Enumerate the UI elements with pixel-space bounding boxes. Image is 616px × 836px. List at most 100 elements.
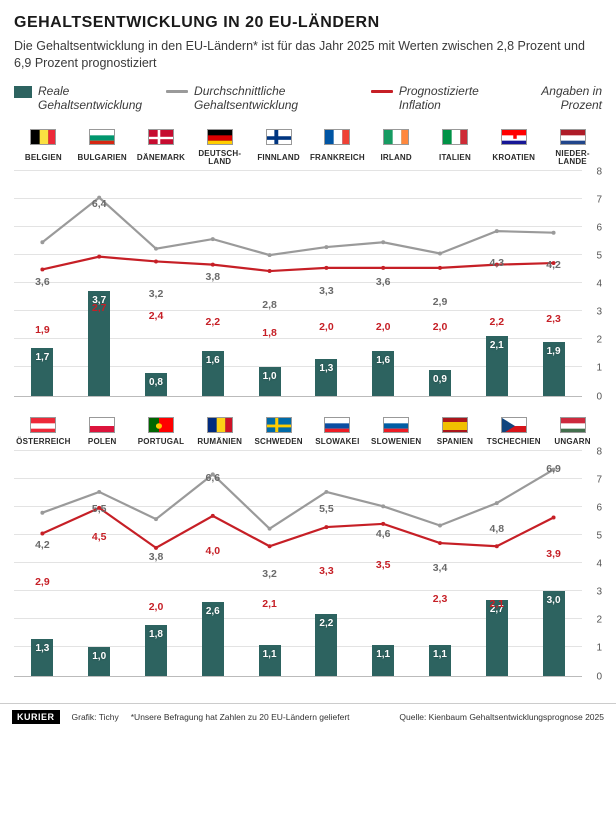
flag-at xyxy=(14,415,73,435)
country-label: BULGARIEN xyxy=(73,150,132,166)
legend-inflation-swatch xyxy=(371,90,393,93)
bar: 1,9 xyxy=(543,342,565,395)
country-label: SPANIEN xyxy=(426,438,485,446)
data-point-label: 3,9 xyxy=(546,548,561,560)
data-point-label: 2,9 xyxy=(433,296,448,308)
bar: 1,0 xyxy=(259,367,281,395)
y-tick: 8 xyxy=(596,166,602,177)
bar: 2,1 xyxy=(486,336,508,395)
y-tick: 5 xyxy=(596,530,602,541)
flag-pl xyxy=(73,415,132,435)
data-point-label: 4,5 xyxy=(92,531,107,543)
data-point-label: 4,3 xyxy=(489,257,504,269)
country-label: ITALIEN xyxy=(426,150,485,166)
footer-credit: Grafik: Tichy xyxy=(72,712,119,722)
data-point-label: 3,5 xyxy=(376,559,391,571)
chart-title: GEHALTSENTWICKLUNG IN 20 EU-LÄNDERN xyxy=(14,14,602,32)
data-point-label: 3,8 xyxy=(205,271,220,283)
footer-source: Quelle: Kienbaum Gehaltsentwicklungsprog… xyxy=(399,712,604,722)
flag-be xyxy=(14,127,73,147)
data-point-label: 2,9 xyxy=(35,576,50,588)
flag-se xyxy=(249,415,308,435)
data-point-label: 3,4 xyxy=(433,562,448,574)
country-label: DÄNEMARK xyxy=(132,150,191,166)
flag-fi xyxy=(249,127,308,147)
country-label: BELGIEN xyxy=(14,150,73,166)
bar: 1,0 xyxy=(88,647,110,675)
country-label: NIEDER-LANDE xyxy=(543,150,602,166)
data-point-label: 4,2 xyxy=(546,259,561,271)
y-tick: 0 xyxy=(596,671,602,682)
country-label: SLOWAKEI xyxy=(308,438,367,446)
y-tick: 2 xyxy=(596,335,602,346)
y-tick: 2 xyxy=(596,615,602,626)
flag-hu xyxy=(543,415,602,435)
data-point-label: 5,5 xyxy=(92,503,107,515)
data-point-label: 3,3 xyxy=(319,285,334,297)
country-label: FRANKREICH xyxy=(308,150,367,166)
y-tick: 1 xyxy=(596,363,602,374)
data-point-label: 6,6 xyxy=(205,472,220,484)
bar: 1,6 xyxy=(202,351,224,396)
data-point-label: 3,3 xyxy=(319,565,334,577)
country-label: SCHWEDEN xyxy=(249,438,308,446)
bar: 1,8 xyxy=(145,625,167,676)
data-point-label: 1,9 xyxy=(35,324,50,336)
bar: 1,1 xyxy=(372,645,394,676)
country-label: IRLAND xyxy=(367,150,426,166)
legend-inflation: Prognostizierte Inflation xyxy=(371,84,497,113)
country-label: POLEN xyxy=(73,438,132,446)
y-tick: 4 xyxy=(596,279,602,290)
country-label: RUMÄNIEN xyxy=(190,438,249,446)
legend-note: Angaben in Prozent xyxy=(515,84,602,113)
flag-nl xyxy=(543,127,602,147)
legend-bar-label: Reale Gehaltsentwicklung xyxy=(38,84,148,113)
data-point-label: 3,2 xyxy=(262,568,277,580)
y-tick: 0 xyxy=(596,391,602,402)
flag-es xyxy=(426,415,485,435)
data-point-label: 2,4 xyxy=(149,310,164,322)
chart-container: GEHALTSENTWICKLUNG IN 20 EU-LÄNDERN Die … xyxy=(0,0,616,703)
legend-avg-swatch xyxy=(166,90,188,93)
data-point-label: 6,9 xyxy=(546,463,561,475)
flag-cz xyxy=(484,415,543,435)
data-point-label: 3,6 xyxy=(35,276,50,288)
bar: 1,3 xyxy=(31,639,53,676)
legend-bar-swatch xyxy=(14,86,32,98)
bar: 2,7 xyxy=(486,600,508,676)
flag-de xyxy=(190,127,249,147)
country-label: DEUTSCH-LAND xyxy=(190,150,249,166)
flag-pt xyxy=(132,415,191,435)
data-point-label: 2,0 xyxy=(433,321,448,333)
bar: 1,6 xyxy=(372,351,394,396)
footer-note: *Unsere Befragung hat Zahlen zu 20 EU-Lä… xyxy=(131,712,350,722)
data-point-label: 2,1 xyxy=(489,598,504,610)
data-point-label: 1,8 xyxy=(262,327,277,339)
flag-ie xyxy=(367,127,426,147)
bar: 0,8 xyxy=(145,373,167,396)
legend: Reale Gehaltsentwicklung Durchschnittlic… xyxy=(14,84,602,113)
data-point-label: 5,5 xyxy=(319,503,334,515)
y-tick: 8 xyxy=(596,446,602,457)
y-tick: 6 xyxy=(596,222,602,233)
legend-bar: Reale Gehaltsentwicklung xyxy=(14,84,148,113)
chart-row: ÖSTERREICHPOLENPORTUGALRUMÄNIENSCHWEDENS… xyxy=(14,415,602,677)
data-point-label: 2,3 xyxy=(433,593,448,605)
bar: 2,2 xyxy=(315,614,337,676)
data-point-label: 2,7 xyxy=(92,302,107,314)
y-tick: 4 xyxy=(596,559,602,570)
bar: 1,7 xyxy=(31,348,53,396)
y-tick: 6 xyxy=(596,502,602,513)
data-point-label: 3,8 xyxy=(149,551,164,563)
country-label: TSCHECHIEN xyxy=(484,438,543,446)
data-point-label: 2,0 xyxy=(376,321,391,333)
data-point-label: 4,8 xyxy=(489,523,504,535)
data-point-label: 2,2 xyxy=(489,316,504,328)
legend-inflation-label: Prognostizierte Inflation xyxy=(399,84,497,113)
data-point-label: 6,4 xyxy=(92,198,107,210)
data-point-label: 2,0 xyxy=(149,601,164,613)
y-tick: 3 xyxy=(596,307,602,318)
country-label: ÖSTERREICH xyxy=(14,438,73,446)
country-label: UNGARN xyxy=(543,438,602,446)
data-point-label: 2,8 xyxy=(262,299,277,311)
